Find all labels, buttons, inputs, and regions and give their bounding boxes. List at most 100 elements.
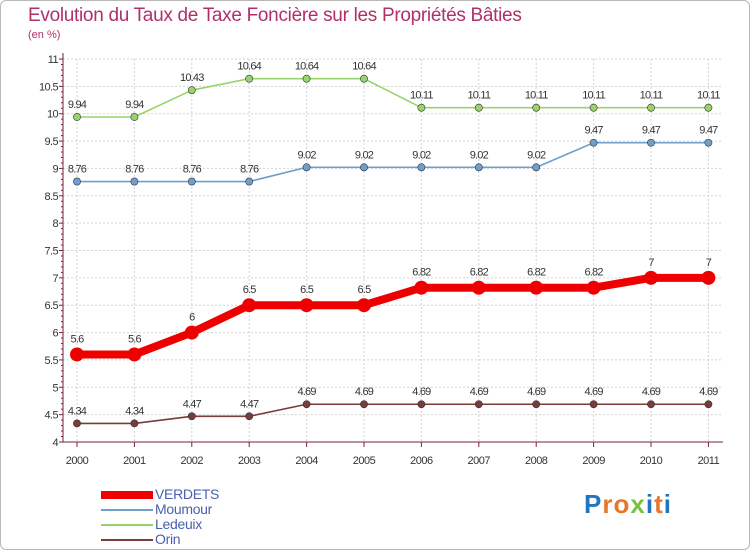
- proxiti-logo: Proxiti: [584, 489, 672, 520]
- data-label-moumour: 9.02: [470, 149, 489, 161]
- legend: VERDETS Moumour Ledeuix Orin: [101, 487, 219, 547]
- legend-item-moumour[interactable]: Moumour: [101, 502, 219, 517]
- data-point-ledeuix: [73, 113, 81, 121]
- data-point-ledeuix: [417, 103, 426, 112]
- logo-letter: r: [602, 489, 614, 519]
- x-tick-label: 2010: [640, 455, 663, 467]
- data-point-moumour: [474, 163, 483, 172]
- legend-label-ledeuix: Ledeuix: [155, 516, 202, 532]
- series-lines: [70, 74, 716, 428]
- x-tick-label: 2004: [295, 455, 318, 467]
- data-label-moumour: 9.47: [699, 125, 718, 137]
- data-point-ledeuix: [532, 103, 541, 112]
- data-point-orin: [187, 412, 196, 421]
- data-point-orin: [704, 400, 713, 409]
- gridlines: [63, 58, 723, 442]
- data-point-orin: [417, 400, 426, 409]
- data-label-ledeuix: 10.11: [582, 90, 605, 102]
- y-tick-label: 8: [52, 218, 58, 230]
- data-label-ledeuix: 10.11: [640, 90, 663, 102]
- logo-letter: t: [654, 489, 664, 519]
- data-point-verdets: [184, 325, 199, 340]
- series-line-moumour: [76, 141, 710, 183]
- data-label-moumour: 8.76: [68, 164, 87, 176]
- data-label-verdets: 6.5: [243, 284, 257, 296]
- data-label-orin: 4.69: [527, 386, 546, 398]
- data-point-verdets: [127, 347, 142, 362]
- data-label-ledeuix: 10.64: [237, 61, 261, 73]
- data-point-moumour: [302, 163, 311, 172]
- data-label-orin: 4.69: [355, 386, 374, 398]
- y-tick-label: 5.5: [45, 355, 59, 367]
- data-point-moumour: [532, 163, 541, 172]
- data-label-orin: 4.34: [125, 405, 144, 417]
- legend-swatch-moumour: [101, 508, 153, 511]
- data-label-ledeuix: 10.11: [697, 90, 720, 102]
- x-tick-label: 2003: [238, 455, 261, 467]
- data-point-orin: [360, 400, 368, 409]
- y-tick-label: 10.5: [39, 81, 58, 93]
- series-line-ledeuix: [76, 77, 710, 118]
- data-point-ledeuix: [245, 74, 254, 83]
- data-point-verdets: [471, 280, 486, 295]
- data-label-verdets: 6.82: [412, 267, 431, 279]
- x-tick-label: 2009: [582, 455, 605, 467]
- legend-item-orin[interactable]: Orin: [101, 532, 219, 547]
- data-point-ledeuix: [187, 86, 196, 95]
- data-label-orin: 4.69: [642, 386, 661, 398]
- x-tick-label: 2005: [353, 455, 376, 467]
- logo-letter: i: [663, 489, 672, 519]
- data-point-verdets: [414, 280, 429, 295]
- data-point-verdets: [644, 270, 658, 285]
- data-label-moumour: 8.76: [240, 164, 259, 176]
- data-point-orin: [647, 400, 655, 409]
- data-label-moumour: 9.02: [412, 149, 431, 161]
- x-tick-label: 2001: [123, 455, 146, 467]
- data-point-moumour: [73, 177, 81, 186]
- data-label-verdets: 6.5: [300, 284, 314, 296]
- y-tick-label: 5: [52, 382, 58, 394]
- legend-label-orin: Orin: [155, 531, 181, 547]
- data-point-moumour: [360, 163, 368, 172]
- data-label-ledeuix: 10.11: [410, 90, 433, 102]
- legend-item-ledeuix[interactable]: Ledeuix: [101, 517, 219, 532]
- data-point-ledeuix: [302, 74, 311, 83]
- y-tick-label: 6.5: [45, 300, 59, 312]
- logo-letter: x: [630, 489, 646, 519]
- legend-item-verdets[interactable]: VERDETS: [101, 487, 219, 502]
- y-tick-label: 10: [47, 109, 59, 121]
- x-tick-label: 2006: [410, 455, 433, 467]
- logo-letter: P: [584, 489, 603, 519]
- data-point-ledeuix: [589, 103, 598, 112]
- data-label-verdets: 6.5: [358, 284, 372, 296]
- data-label-verdets: 6.82: [584, 267, 603, 279]
- data-label-moumour: 9.47: [642, 125, 661, 137]
- data-label-ledeuix: 10.64: [352, 61, 376, 73]
- data-label-moumour: 9.47: [584, 125, 603, 137]
- data-point-orin: [474, 400, 483, 409]
- data-label-orin: 4.69: [470, 386, 489, 398]
- x-tick-label: 2008: [525, 455, 548, 467]
- data-point-verdets: [299, 298, 314, 313]
- y-tick-label: 4: [52, 437, 58, 449]
- data-point-moumour: [130, 177, 139, 186]
- data-point-moumour: [704, 138, 713, 147]
- data-label-orin: 4.47: [183, 398, 202, 410]
- data-label-verdets: 6.82: [470, 267, 489, 279]
- data-point-orin: [130, 419, 139, 428]
- x-tick-label: 2011: [698, 455, 720, 467]
- series-line-orin: [76, 403, 710, 425]
- data-point-moumour: [187, 177, 196, 186]
- data-label-ledeuix: 9.94: [68, 99, 87, 111]
- data-point-orin: [245, 412, 254, 421]
- data-label-orin: 4.69: [412, 386, 431, 398]
- data-point-ledeuix: [360, 74, 368, 83]
- axes: 4 4.5 5 5.5 6 6.5 7 7.5 8 8.5 9 9.5 10 10.5 11 2000 2001…: [39, 53, 723, 467]
- data-point-verdets: [70, 347, 84, 362]
- data-point-orin: [589, 400, 598, 409]
- data-label-moumour: 9.02: [527, 149, 546, 161]
- y-tick-label: 8.5: [45, 191, 59, 203]
- data-point-ledeuix: [704, 103, 713, 112]
- data-label-orin: 4.69: [699, 386, 718, 398]
